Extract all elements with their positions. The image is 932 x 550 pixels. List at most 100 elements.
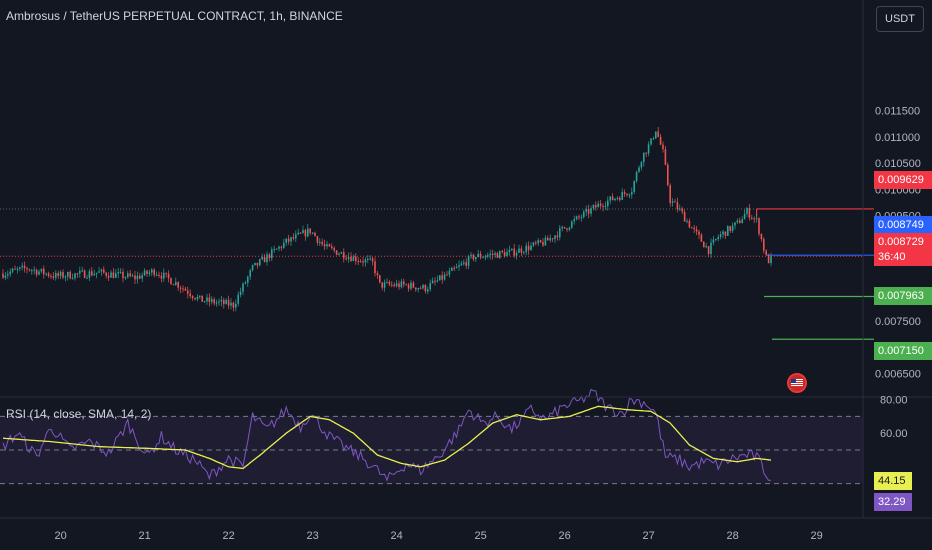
- candle-body: [11, 268, 14, 272]
- candle-body: [127, 273, 129, 278]
- candle-body: [16, 268, 19, 270]
- candle-body: [299, 232, 302, 234]
- candle-body: [681, 208, 683, 212]
- candle-body: [261, 257, 263, 260]
- candle-body: [292, 237, 295, 239]
- candle-body: [307, 228, 309, 237]
- candle-body: [434, 280, 436, 282]
- time-tick-label: 25: [474, 530, 486, 542]
- candle-body: [79, 270, 81, 274]
- candle-body: [328, 244, 331, 247]
- candle-body: [453, 268, 455, 270]
- rsi-line: [2, 388, 772, 482]
- candle-body: [554, 235, 556, 240]
- candle-body: [383, 282, 386, 288]
- candle-body: [232, 302, 235, 308]
- candle-body: [386, 282, 388, 284]
- candle-body: [237, 294, 239, 304]
- candle-body: [95, 272, 98, 274]
- candle-body: [431, 280, 434, 284]
- candle-body: [391, 284, 393, 286]
- candle-body: [177, 282, 179, 288]
- candle-body: [527, 245, 530, 251]
- candle-body: [693, 227, 695, 230]
- candle-body: [343, 252, 345, 259]
- candle-body: [167, 273, 170, 279]
- candle-body: [719, 234, 722, 237]
- green-level-tag: 0.007963: [874, 287, 932, 305]
- time-tick-label: 22: [222, 530, 234, 542]
- price-tick-label: 0.011000: [875, 132, 920, 144]
- candle-body: [14, 268, 16, 270]
- candle-body: [751, 217, 753, 219]
- candle-body: [225, 299, 227, 305]
- candle-body: [683, 211, 686, 222]
- candle-body: [436, 280, 439, 282]
- candle-body: [659, 136, 662, 145]
- rsi-title[interactable]: RSI (14, close, SMA, 14, 2): [6, 407, 152, 421]
- candle-body: [283, 242, 285, 248]
- candle-body: [230, 302, 232, 306]
- candle-body: [251, 265, 254, 271]
- candle-body: [643, 152, 645, 163]
- candle-body: [458, 265, 460, 267]
- rsi-value-tag: 32.29: [874, 493, 912, 511]
- candle-body: [218, 301, 220, 303]
- candle-body: [597, 203, 599, 208]
- candle-body: [674, 201, 676, 203]
- price-tick-label: 0.011500: [875, 106, 920, 118]
- candle-body: [395, 283, 398, 287]
- candle-body: [443, 274, 446, 280]
- candle-body: [86, 277, 88, 279]
- candle-body: [446, 274, 448, 276]
- candle-body: [417, 288, 419, 290]
- candle-body: [302, 230, 304, 234]
- candle-body: [407, 284, 410, 289]
- rsi-background-band: [0, 416, 863, 484]
- candle-body: [239, 291, 242, 295]
- candle-body: [518, 248, 520, 253]
- candle-body: [311, 232, 314, 234]
- candle-body: [67, 271, 69, 277]
- candle-body: [151, 269, 153, 273]
- candle-body: [679, 208, 681, 210]
- candle-body: [369, 258, 371, 260]
- candle-body: [33, 269, 35, 271]
- candle-body: [304, 230, 307, 237]
- candle-body: [88, 271, 91, 278]
- candle-body: [81, 270, 83, 272]
- candle-body: [244, 282, 247, 284]
- candle-body: [676, 202, 679, 210]
- us-flag-icon[interactable]: [787, 373, 807, 393]
- candle-body: [112, 272, 115, 278]
- candle-body: [631, 192, 633, 195]
- candle-body: [64, 276, 67, 278]
- candle-body: [340, 252, 343, 254]
- candle-body: [62, 272, 64, 278]
- candle-body: [688, 220, 691, 228]
- candle-body: [249, 270, 251, 277]
- candle-body: [47, 273, 50, 277]
- candle-body: [609, 196, 611, 201]
- candle-body: [350, 256, 352, 261]
- candle-body: [273, 249, 275, 251]
- candle-body: [364, 259, 367, 263]
- candle-body: [607, 200, 609, 207]
- candle-body: [40, 268, 43, 272]
- rsi-tick-label: 60.00: [880, 428, 908, 440]
- candle-body: [767, 254, 770, 264]
- currency-button[interactable]: USDT: [876, 6, 924, 32]
- candle-body: [235, 303, 237, 308]
- candle-body: [647, 144, 650, 154]
- candle-body: [259, 259, 261, 266]
- candle-body: [667, 164, 669, 186]
- rsi-tick-label: 80.00: [880, 395, 908, 407]
- candle-body: [626, 193, 628, 196]
- candle-body: [379, 275, 381, 283]
- candle-body: [194, 297, 196, 300]
- candle-body: [4, 275, 7, 278]
- candle-body: [74, 273, 76, 279]
- candle-body: [122, 271, 124, 279]
- candle-body: [319, 241, 321, 243]
- candle-body: [357, 261, 359, 263]
